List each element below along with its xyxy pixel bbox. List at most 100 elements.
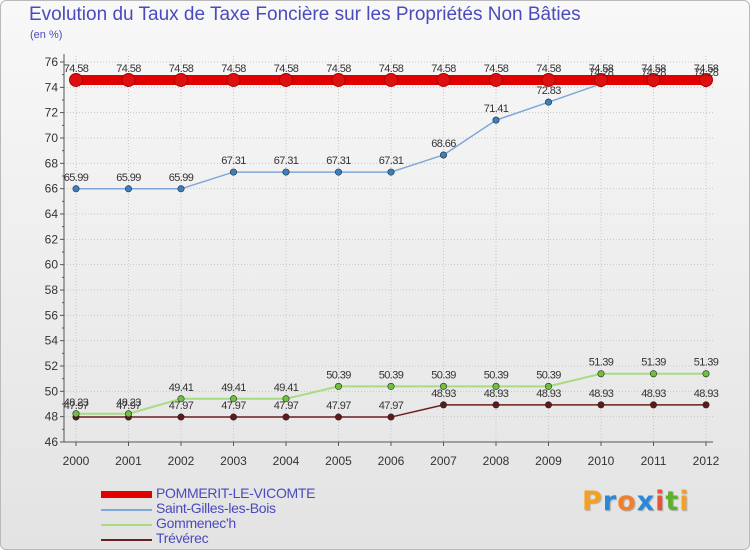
x-tick-label: 2000	[63, 454, 90, 468]
data-point	[387, 168, 395, 176]
data-label: 51.39	[641, 357, 666, 369]
data-point	[177, 185, 185, 193]
y-tick-label: 56	[45, 308, 59, 322]
data-label: 74.58	[326, 63, 351, 75]
data-point	[646, 72, 661, 87]
x-tick-label: 2003	[220, 454, 247, 468]
x-tick-label: 2011	[641, 454, 667, 468]
legend-swatch-gommenech	[101, 524, 152, 526]
data-point	[597, 370, 605, 378]
data-label: 71.41	[484, 103, 509, 115]
y-tick-label: 66	[45, 182, 59, 196]
data-point	[174, 72, 188, 87]
data-label: 74.58	[379, 63, 404, 75]
data-label: 47.97	[274, 400, 299, 412]
data-label: 68.66	[431, 138, 456, 150]
data-label: 67.31	[326, 155, 351, 167]
data-point	[125, 410, 133, 418]
data-label: 74.28	[641, 67, 666, 79]
data-label: 67.31	[379, 155, 404, 167]
data-label: 48.93	[694, 388, 719, 400]
data-label: 74.28	[589, 67, 614, 79]
data-point	[72, 410, 80, 418]
x-tick-label: 2002	[168, 454, 195, 468]
x-tick-label: 2008	[483, 454, 510, 468]
y-tick-label: 62	[45, 232, 59, 246]
data-label: 74.58	[484, 63, 509, 75]
data-label: 67.31	[221, 155, 246, 167]
data-label: 50.39	[379, 369, 404, 381]
data-label: 74.58	[589, 63, 614, 75]
data-point	[230, 168, 238, 176]
data-label: 74.58	[169, 63, 194, 75]
x-tick-label: 2006	[378, 454, 405, 468]
y-tick-label: 48	[45, 410, 59, 424]
data-point	[121, 72, 136, 87]
y-axis-unit: (en %)	[30, 29, 63, 41]
y-tick-label: 64	[45, 207, 59, 221]
data-label: 50.39	[326, 369, 351, 381]
data-point	[544, 382, 552, 390]
data-point	[384, 72, 398, 87]
y-tick-label: 60	[45, 258, 59, 272]
data-point	[649, 401, 657, 409]
data-point	[279, 72, 293, 87]
logo-letter: r	[602, 486, 618, 517]
data-label: 74.28	[694, 67, 719, 79]
logo-letter: t	[665, 486, 680, 517]
data-label: 48.23	[64, 397, 89, 409]
data-point	[439, 401, 447, 409]
data-label: 47.97	[221, 400, 246, 412]
legend-swatch-treverec	[101, 539, 152, 541]
data-point	[282, 168, 290, 176]
legend-item-gommenech: Gommenec'h	[101, 515, 421, 532]
legend: POMMERIT-LE-VICOMTE Saint-Gilles-les-Boi…	[101, 485, 421, 547]
legend-label-gommenech: Gommenec'h	[156, 515, 236, 531]
data-label: 74.58	[64, 63, 89, 75]
legend-item-pommerit: POMMERIT-LE-VICOMTE	[101, 485, 421, 502]
data-label: 48.93	[589, 388, 614, 400]
data-label: 47.97	[326, 400, 351, 412]
data-point	[594, 72, 608, 87]
data-point	[702, 401, 710, 409]
data-label: 72.83	[536, 85, 561, 97]
data-point	[439, 151, 447, 159]
data-label: 50.39	[536, 369, 561, 381]
x-tick-label: 2010	[588, 454, 615, 468]
data-label: 74.58	[221, 63, 246, 75]
data-label: 65.99	[64, 172, 89, 184]
data-label: 51.39	[694, 357, 719, 369]
data-point	[282, 413, 290, 421]
data-label: 67.31	[274, 155, 299, 167]
data-point	[230, 413, 238, 421]
data-point	[544, 401, 552, 409]
data-label: 48.93	[431, 388, 456, 400]
data-label: 50.39	[431, 369, 456, 381]
data-point	[69, 72, 83, 87]
data-point	[334, 382, 342, 390]
logo-letter: P	[582, 486, 603, 517]
data-label: 48.93	[536, 388, 561, 400]
data-point	[544, 98, 552, 106]
data-point	[334, 413, 342, 421]
x-tick-label: 2001	[115, 454, 142, 468]
data-point	[436, 72, 451, 87]
y-tick-label: 74	[45, 80, 59, 94]
data-point	[699, 72, 713, 87]
data-point	[387, 413, 395, 421]
data-point	[439, 382, 447, 390]
data-label: 65.99	[116, 172, 141, 184]
x-tick-label: 2004	[273, 454, 300, 468]
data-point	[72, 185, 80, 193]
data-label: 48.93	[641, 388, 666, 400]
x-tick-label: 2005	[325, 454, 352, 468]
logo-letter: i	[679, 486, 690, 517]
data-label: 74.58	[431, 63, 456, 75]
y-tick-label: 58	[45, 283, 59, 297]
logo-letter: i	[655, 486, 666, 517]
legend-label-treverec: Trévérec	[156, 530, 209, 546]
data-point	[649, 370, 657, 378]
data-point	[125, 185, 133, 193]
data-label: 47.97	[379, 400, 404, 412]
